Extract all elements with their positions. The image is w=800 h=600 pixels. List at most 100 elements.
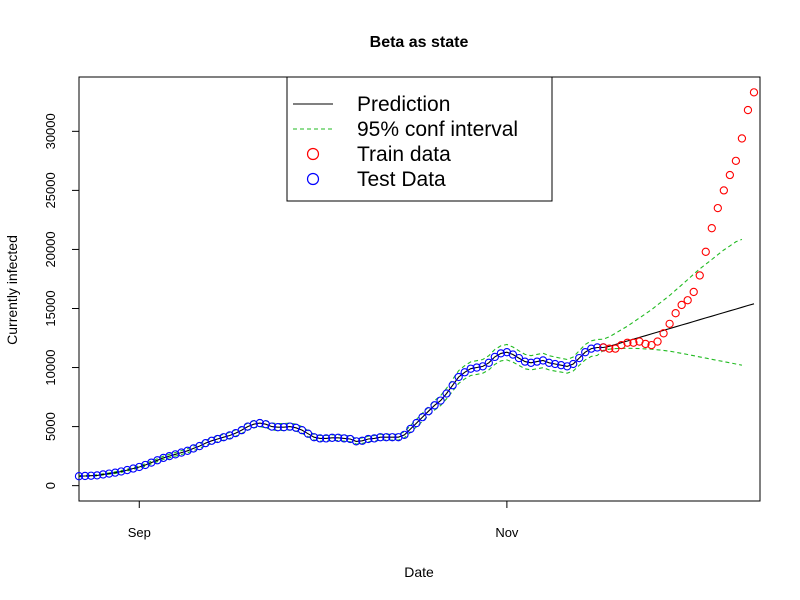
prediction-line xyxy=(78,303,755,477)
train-data-point xyxy=(707,224,716,233)
test-data-point xyxy=(255,418,264,428)
test-data-point xyxy=(460,368,469,377)
test-data-point xyxy=(526,358,536,367)
series-layer xyxy=(74,88,759,481)
train-data-point xyxy=(623,338,632,347)
test-data-point xyxy=(406,424,415,434)
train-data-point xyxy=(605,344,614,353)
x-tick-label: Nov xyxy=(495,525,519,540)
test-data-point xyxy=(376,433,385,442)
train-data-point xyxy=(629,338,638,347)
test-data-point xyxy=(508,350,518,359)
train-data-point xyxy=(695,271,704,280)
train-data-point xyxy=(665,319,674,328)
test-data-point xyxy=(436,396,445,405)
test-data-point xyxy=(352,437,361,446)
test-data-point xyxy=(472,363,481,372)
test-data-point xyxy=(556,361,566,370)
test-data-point xyxy=(587,344,596,353)
test-data-point xyxy=(177,448,186,457)
test-data-point xyxy=(418,412,427,422)
test-data-point xyxy=(544,358,554,367)
legend-swatch-test-data xyxy=(306,172,320,186)
test-data-point xyxy=(358,436,367,445)
test-data-point xyxy=(327,433,337,442)
test-data-point xyxy=(430,401,439,410)
test-data-point xyxy=(340,434,349,443)
y-tick-label: 0 xyxy=(43,482,58,489)
test-data-point xyxy=(219,433,228,442)
y-axis-label: Currently infected xyxy=(4,235,20,345)
chart-title: Beta as state xyxy=(370,34,469,51)
test-data-point xyxy=(104,469,114,478)
test-data-point xyxy=(454,372,463,382)
y-tick-label: 20000 xyxy=(43,231,58,267)
test-data-point xyxy=(297,425,307,435)
y-tick-label: 30000 xyxy=(43,113,58,149)
test-data-point xyxy=(478,362,487,371)
x-axis-label: Date xyxy=(404,564,434,580)
test-data-point xyxy=(213,434,222,444)
test-data-point xyxy=(520,357,530,366)
test-data-point xyxy=(267,422,276,431)
test-data-point xyxy=(490,352,499,362)
test-data-point xyxy=(129,464,138,473)
legend-swatch-train-data xyxy=(306,147,320,161)
test-data-point xyxy=(333,433,343,442)
train-data-point xyxy=(599,343,608,352)
legend-label-prediction: Prediction xyxy=(357,93,450,116)
test-data-point xyxy=(135,462,144,472)
y-tick-label: 10000 xyxy=(43,349,58,385)
test-data-point xyxy=(165,451,174,461)
train-data-point xyxy=(641,339,650,349)
test-data-point xyxy=(207,436,216,445)
test-data-point xyxy=(285,422,295,431)
train-data-point xyxy=(659,329,668,338)
train-data-point xyxy=(713,203,722,213)
test-data-point xyxy=(424,407,433,416)
test-data-point xyxy=(593,343,602,352)
test-data-point xyxy=(74,472,84,481)
train-data-point xyxy=(671,309,680,318)
train-data-point xyxy=(611,344,620,353)
test-data-point xyxy=(581,348,590,357)
train-data-point xyxy=(731,156,741,166)
legend-label-test-data: Test Data xyxy=(357,168,446,191)
y-axis: 0 5000 10000 15000 20000 25000 30000 xyxy=(43,113,79,489)
test-data-point xyxy=(575,353,584,363)
plot-area: Sep Nov 0 5000 10000 15000 20000 25000 30000 xyxy=(43,76,761,540)
test-data-point xyxy=(309,433,319,442)
test-data-point xyxy=(496,349,506,358)
test-data-point xyxy=(249,420,258,429)
train-data-point xyxy=(689,287,698,297)
train-data-point xyxy=(701,247,710,256)
test-data-point xyxy=(448,381,457,390)
y-tick-label: 5000 xyxy=(43,412,58,441)
y-tick-label: 15000 xyxy=(43,290,58,326)
test-data-point xyxy=(273,423,283,432)
test-data-point xyxy=(111,468,120,477)
y-tick-label: 25000 xyxy=(43,172,58,208)
test-data-point xyxy=(315,434,325,443)
test-data-point xyxy=(80,471,90,481)
test-data-point xyxy=(364,434,373,444)
test-data-point xyxy=(98,470,108,479)
test-data-point xyxy=(86,471,96,480)
test-data-point xyxy=(382,433,391,442)
x-axis: Sep Nov xyxy=(128,501,519,540)
test-data-point xyxy=(466,364,475,373)
95-conf-interval-lower-line xyxy=(78,347,743,478)
test-data-point xyxy=(532,357,542,366)
legend-box xyxy=(286,76,553,202)
test-data-point xyxy=(550,359,560,369)
train-data-point xyxy=(647,340,656,350)
95-conf-interval-upper-line xyxy=(78,238,743,477)
test-data-point xyxy=(237,425,246,435)
test-data-point xyxy=(388,433,397,442)
train-data-point xyxy=(677,300,686,310)
test-data-point xyxy=(442,389,451,398)
test-data-point xyxy=(159,453,168,463)
test-data-point xyxy=(123,465,132,475)
